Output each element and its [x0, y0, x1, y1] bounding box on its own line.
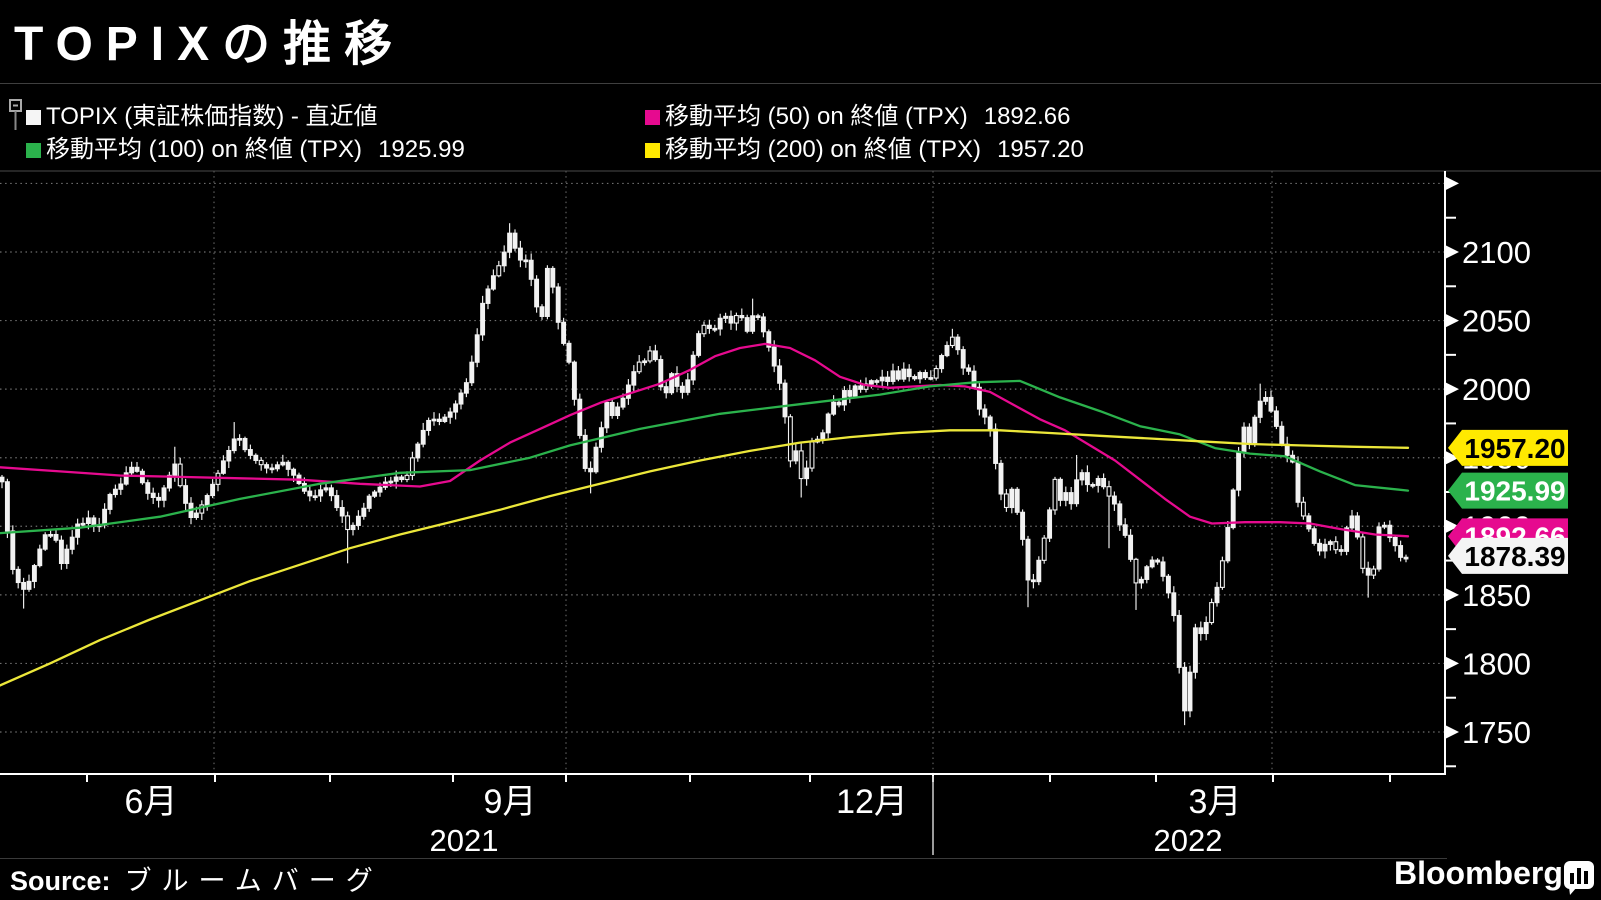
legend-swatch-ma200: [645, 143, 660, 158]
legend-item-ma200: 移動平均 (200) on 終値 (TPX) 1957.20: [645, 129, 1084, 164]
bloomberg-chart-icon: [1564, 861, 1594, 895]
y-gridlines: [0, 182, 1445, 733]
x-axis-month-label: 9月: [484, 783, 537, 821]
bloomberg-logo: Bloomberg: [1394, 855, 1563, 891]
source-line: Source: ブルームバーグ: [10, 866, 383, 896]
svg-text:2100: 2100: [1462, 235, 1531, 270]
svg-text:1800: 1800: [1462, 646, 1531, 681]
legend-pin-icon: [9, 99, 22, 130]
ma100-line: [0, 379, 1410, 535]
svg-text:2050: 2050: [1462, 304, 1531, 339]
price-tag-1925.99: 1925.99: [1448, 472, 1568, 509]
svg-text:2000: 2000: [1462, 372, 1531, 407]
svg-text:1925.99: 1925.99: [1464, 476, 1565, 507]
page-title: TOPIXの推移: [14, 18, 406, 71]
x-axis: 6月 9月 12月 3月 2021 2022: [0, 773, 1446, 858]
x-gridlines: [213, 171, 1273, 774]
ma50-line: [0, 342, 1410, 538]
price-tag-1878.39: 1878.39: [1448, 537, 1568, 574]
svg-text:1750: 1750: [1462, 715, 1531, 750]
svg-text:1957.20: 1957.20: [1464, 433, 1565, 464]
svg-text:1850: 1850: [1462, 578, 1531, 613]
x-axis-year-label: 2022: [1154, 823, 1223, 858]
x-axis-month-label: 12月: [836, 783, 908, 821]
footer-divider: [0, 858, 1447, 859]
x-axis-month-label: 3月: [1189, 783, 1242, 821]
legend-swatch-topix: [26, 110, 41, 125]
legend-item-topix: TOPIX (東証株価指数) - 直近値: [26, 96, 394, 131]
ma200-line: [0, 429, 1410, 687]
price-tag-1957.20: 1957.20: [1448, 429, 1568, 466]
legend-item-ma50: 移動平均 (50) on 終値 (TPX) 1892.66: [645, 96, 1070, 131]
legend-item-ma100: 移動平均 (100) on 終値 (TPX) 1925.99: [26, 129, 465, 164]
legend-swatch-ma100: [26, 143, 41, 158]
x-axis-month-label: 6月: [125, 783, 178, 821]
candlestick-series: [0, 223, 1409, 726]
x-axis-year-label: 2021: [430, 823, 499, 858]
title-divider: [0, 83, 1601, 84]
legend-swatch-ma50: [645, 110, 660, 125]
svg-text:1878.39: 1878.39: [1464, 541, 1565, 572]
